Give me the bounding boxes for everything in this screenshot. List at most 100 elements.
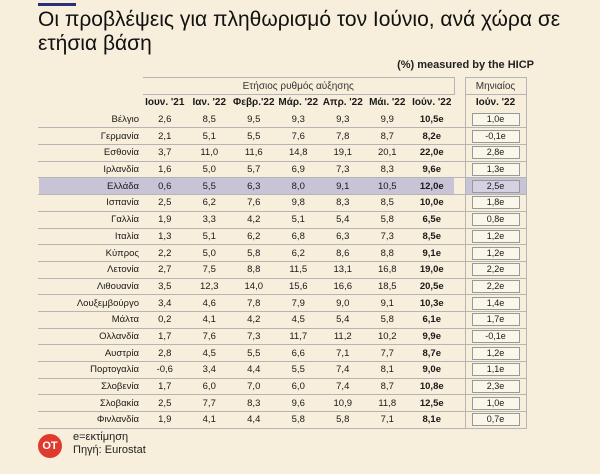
value-cell: 19,1 — [320, 144, 365, 162]
value-cell: 6,5e — [409, 211, 454, 229]
value-cell: 4,5 — [275, 311, 321, 329]
monthly-value-cell: 0,7e — [471, 413, 520, 427]
value-cell: -0,6 — [142, 361, 187, 379]
value-cell: 5,8 — [364, 311, 410, 329]
country-label: Εσθονία — [38, 144, 143, 162]
table-row: Λετονία 2,7 7,5 8,8 11,5 13,1 16,8 19,0e 2,2e — [38, 261, 527, 279]
value-cell: 12,5e — [409, 394, 454, 413]
value-cell: 5,5 — [275, 361, 321, 379]
value-cell: 7,6 — [275, 127, 321, 146]
table-row: Ιρλανδία 1,6 5,0 5,7 6,9 7,3 8,3 9,6e 1,3e — [38, 161, 527, 179]
value-cell: 1,7 — [142, 378, 187, 396]
table-row: Ελλάδα 0,6 5,5 6,3 8,0 9,1 10,5 12,0e 2,5e — [38, 177, 527, 196]
value-cell: 8,6 — [320, 244, 365, 262]
value-cell: 5,1 — [186, 228, 232, 246]
monthly-value-cell: 1,0e — [471, 113, 520, 127]
footer-source: Πηγή: Eurostat — [73, 444, 146, 456]
value-cell: 8,0 — [275, 177, 321, 196]
value-cell: 15,6 — [275, 278, 321, 296]
month-header: Ιουν. '21 — [142, 94, 187, 112]
monthly-value-cell: 2,3e — [471, 380, 520, 394]
value-cell: 14,8 — [275, 144, 321, 162]
value-cell: 10,8e — [409, 378, 454, 396]
value-cell: 9,3 — [275, 111, 321, 129]
value-cell: 8,8 — [364, 244, 410, 262]
value-cell: 6,2 — [275, 244, 321, 262]
table-row: Πορτογαλία -0,6 3,4 4,4 5,5 7,4 8,1 9,0e 1,1e — [38, 361, 527, 379]
value-cell: 11,6 — [231, 144, 276, 162]
inflation-table: Ετήσιος ρυθμός αύξησης Μηνιαίος Ιουν. '2… — [38, 77, 527, 429]
value-cell: 2,2 — [142, 244, 187, 262]
country-label: Γερμανία — [38, 127, 143, 146]
title-accent-line — [38, 3, 76, 6]
value-cell: 3,3 — [186, 211, 232, 229]
country-label: Ολλανδία — [38, 328, 143, 346]
value-cell: 16,8 — [364, 261, 410, 279]
value-cell: 11,2 — [320, 328, 365, 346]
value-cell: 8,7e — [409, 344, 454, 362]
value-cell: 3,5 — [142, 278, 187, 296]
value-cell: 9,0e — [409, 361, 454, 379]
value-cell: 8,3 — [231, 394, 276, 413]
month-header: Απρ. '22 — [320, 94, 365, 112]
monthly-value-cell: -0,1e — [471, 129, 520, 143]
value-cell: 9,9 — [364, 111, 410, 129]
monthly-value-cell: 2,2e — [471, 263, 520, 277]
value-cell: 9,8 — [275, 194, 321, 212]
value-cell: 7,8 — [320, 127, 365, 146]
value-cell: 9,6 — [275, 394, 321, 413]
table-row: Λιθουανία 3,5 12,3 14,0 15,6 16,6 18,5 20,5e 2,2… — [38, 278, 527, 296]
value-cell: 5,4 — [320, 311, 365, 329]
table-row: Ιταλία 1,3 5,1 6,2 6,8 6,3 7,3 8,5e 1,2e — [38, 228, 527, 246]
value-cell: 8,3 — [364, 161, 410, 179]
table-row: Μάλτα 0,2 4,1 4,2 4,5 5,4 5,8 6,1e 1,7e — [38, 311, 527, 329]
value-cell: 6,3 — [320, 228, 365, 246]
month-header: Ιούν. '22 — [409, 94, 454, 112]
table-row: Γαλλία 1,9 3,3 4,2 5,1 5,4 5,8 6,5e 0,8e — [38, 211, 527, 229]
value-cell: 11,5 — [275, 261, 321, 279]
country-label: Λετονία — [38, 261, 143, 279]
value-cell: 8,1 — [364, 361, 410, 379]
monthly-value-cell: 2,5e — [471, 179, 520, 193]
value-cell: 18,5 — [364, 278, 410, 296]
value-cell: 1,3 — [142, 228, 187, 246]
value-cell: 0,6 — [142, 177, 187, 196]
value-cell: 6,0 — [186, 378, 232, 396]
monthly-value-cell: 1,7e — [471, 313, 520, 327]
value-cell: 8,5e — [409, 228, 454, 246]
value-cell: 8,5 — [364, 194, 410, 212]
value-cell: 2,8 — [142, 344, 187, 362]
value-cell: 6,9 — [275, 161, 321, 179]
monthly-value-cell: 1,2e — [471, 246, 520, 260]
value-cell: 6,0 — [275, 378, 321, 396]
value-cell: 6,2 — [186, 194, 232, 212]
annual-group-header: Ετήσιος ρυθμός αύξησης — [142, 77, 455, 95]
value-cell: 9,0 — [320, 294, 365, 312]
value-cell: 7,7 — [364, 344, 410, 362]
value-cell: 12,0e — [409, 177, 454, 196]
value-cell: 22,0e — [409, 144, 454, 162]
value-cell: 9,6e — [409, 161, 454, 179]
value-cell: 4,2 — [231, 311, 276, 329]
value-cell: 2,7 — [142, 261, 187, 279]
value-cell: 10,3e — [409, 294, 454, 312]
table-row: Λουξεμβούργο 3,4 4,6 7,8 7,9 9,0 9,1 10,3e 1,4e — [38, 294, 527, 312]
value-cell: 9,1 — [320, 177, 365, 196]
value-cell: 2,6 — [142, 111, 187, 129]
value-cell: 5,1 — [186, 127, 232, 146]
value-cell: 6,1e — [409, 311, 454, 329]
value-cell: 5,0 — [186, 244, 232, 262]
value-cell: 5,5 — [231, 344, 276, 362]
country-label: Ιρλανδία — [38, 161, 143, 179]
value-cell: 9,9e — [409, 328, 454, 346]
monthly-group-header: Μηνιαίος — [464, 77, 527, 95]
monthly-value-cell: 2,8e — [471, 146, 520, 160]
monthly-value-cell: 1,4e — [471, 296, 520, 310]
table-row: Βέλγιο 2,6 8,5 9,5 9,3 9,3 9,9 10,5e 1,0e — [38, 111, 527, 129]
value-cell: 7,5 — [186, 261, 232, 279]
country-label: Αυστρία — [38, 344, 143, 362]
value-cell: 5,8 — [364, 211, 410, 229]
month-header: Ιαν. '22 — [186, 94, 232, 112]
country-label: Φινλανδία — [38, 411, 143, 429]
value-cell: 5,4 — [320, 211, 365, 229]
